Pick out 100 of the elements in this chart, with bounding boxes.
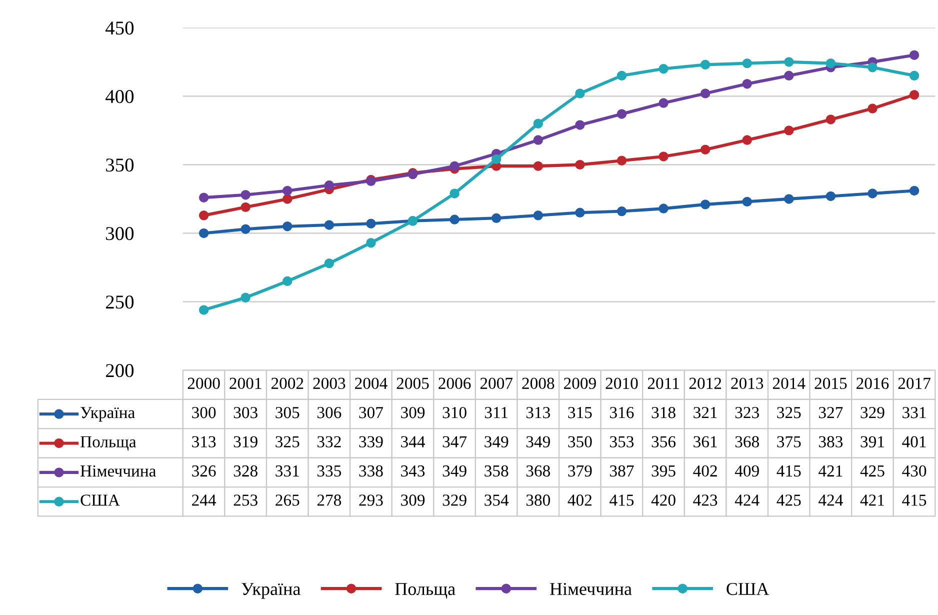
data-label: 329 [860, 407, 884, 418]
data-label: 415 [610, 494, 634, 506]
data-label: 327 [819, 407, 843, 418]
point [366, 218, 376, 228]
point [784, 57, 794, 67]
data-label: 402 [693, 465, 717, 477]
x-tick-label: 2011 [648, 378, 679, 389]
point [742, 78, 752, 89]
data-label: 306 [317, 406, 342, 418]
x-tick-label: 2004 [355, 378, 388, 389]
y-tick-label: 200 [106, 364, 134, 378]
point [658, 98, 668, 108]
x-tick-label: 2017 [898, 378, 930, 389]
point [616, 70, 627, 80]
data-label: 338 [359, 465, 383, 477]
data-label: 300 [192, 406, 216, 418]
point [533, 135, 544, 145]
data-label: 425 [860, 465, 884, 477]
data-label: 325 [777, 407, 801, 418]
data-label: 425 [776, 494, 801, 506]
data-label: 309 [401, 494, 425, 506]
data-label: 321 [694, 407, 717, 418]
data-label: 368 [735, 436, 759, 448]
point [282, 194, 292, 204]
point [826, 191, 836, 202]
x-tick-label: 2002 [271, 378, 304, 389]
data-label: 339 [359, 436, 383, 448]
data-label: 329 [442, 494, 466, 506]
data-label: 356 [652, 436, 676, 448]
point [198, 210, 209, 220]
x-tick-label: 2014 [772, 378, 806, 389]
data-label: 350 [568, 436, 592, 448]
y-tick-label: 250 [106, 296, 134, 309]
point [198, 192, 209, 202]
data-label: 401 [902, 436, 926, 448]
y-tick-label: 450 [106, 21, 134, 35]
point [533, 210, 544, 220]
data-label: 349 [526, 436, 550, 448]
data-label: 343 [401, 465, 425, 477]
data-label: 375 [777, 436, 801, 448]
x-tick-label: 2005 [396, 378, 429, 389]
point [575, 208, 585, 218]
data-label: 328 [234, 465, 258, 477]
point [491, 213, 502, 223]
point [784, 70, 794, 80]
point [658, 204, 668, 214]
point [240, 292, 250, 302]
point [868, 104, 878, 114]
data-label: 253 [234, 494, 258, 506]
data-label: 307 [359, 406, 383, 418]
point [742, 196, 752, 207]
x-tick-label: 2012 [689, 378, 722, 389]
data-label: 402 [568, 494, 592, 506]
x-tick-label: 2013 [731, 378, 764, 389]
data-label: 358 [484, 465, 508, 477]
data-label: 303 [234, 406, 258, 418]
x-tick-label: 2008 [522, 378, 554, 389]
point [491, 154, 502, 164]
point [658, 64, 668, 74]
point [616, 206, 627, 216]
point [784, 126, 794, 136]
data-label: 383 [819, 436, 843, 448]
point [240, 224, 250, 234]
point [742, 58, 752, 68]
point [324, 220, 334, 230]
point [909, 70, 920, 80]
data-label: 349 [442, 465, 466, 477]
point [700, 200, 710, 210]
data-label: 423 [693, 494, 718, 506]
data-label: 313 [192, 436, 216, 448]
point [366, 238, 376, 248]
data-label: 244 [192, 494, 216, 506]
data-label: 379 [568, 465, 592, 477]
data-label: 331 [902, 407, 926, 418]
data-label: 310 [442, 406, 466, 418]
text: США [726, 582, 770, 596]
point [324, 258, 334, 268]
point [616, 156, 627, 166]
legend-label: Польща [80, 436, 136, 451]
text: Німеччина [550, 582, 632, 596]
point [700, 144, 710, 154]
y-tick-label: 350 [106, 158, 134, 172]
data-label: 391 [860, 436, 884, 448]
point [658, 152, 668, 162]
data-label: 380 [526, 494, 550, 506]
point [826, 58, 836, 68]
data-label: 344 [401, 436, 426, 448]
data-label: 424 [818, 494, 843, 506]
point [616, 109, 627, 119]
data-label: 415 [902, 494, 926, 506]
y-tick-label: 300 [106, 227, 134, 240]
data-label: 430 [902, 465, 926, 477]
point [282, 221, 292, 232]
point [575, 160, 585, 170]
point [826, 114, 836, 124]
point [575, 88, 585, 98]
data-label: 387 [610, 465, 634, 477]
point [784, 194, 794, 204]
y-tick-label: 400 [106, 90, 134, 104]
data-label: 335 [317, 465, 342, 477]
